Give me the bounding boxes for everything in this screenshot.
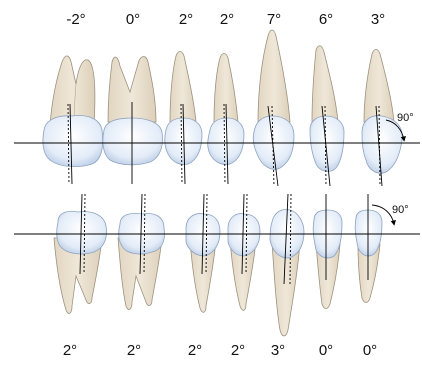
lower-canine-axis-dashed — [289, 193, 292, 285]
lower-premolar-1-root — [189, 239, 217, 313]
lower-reference-angle: 90° — [392, 204, 409, 216]
lower-molar-2 — [117, 193, 165, 310]
lower-angle-label: 0° — [362, 342, 378, 359]
upper-angle-label: 7° — [266, 11, 282, 28]
upper-angle-label: 2° — [219, 11, 235, 28]
upper-molar-1-axis-dashed — [67, 103, 70, 185]
lower-angle-label: 2° — [126, 342, 142, 359]
upper-central-incisor-axis-solid — [375, 105, 383, 187]
upper-lateral-incisor-axis-dashed — [324, 105, 327, 187]
lower-lateral-incisor-root — [315, 243, 341, 309]
upper-premolar-2 — [207, 53, 245, 185]
upper-lateral-incisor-axis-solid — [321, 105, 331, 187]
upper-molar-1-crown — [42, 115, 104, 168]
lower-central-incisor-root — [357, 243, 381, 303]
lower-canine — [269, 193, 305, 337]
upper-premolar-2-root — [213, 53, 239, 123]
lower-molar-1-crown — [56, 210, 107, 255]
upper-angle-label: 0° — [125, 11, 141, 28]
lower-premolar-2 — [227, 193, 261, 311]
lower-angle-label: 2° — [187, 342, 203, 359]
upper-molar-1-root — [49, 55, 96, 126]
upper-angle-label: -2° — [66, 11, 86, 28]
upper-premolar-2-axis-solid — [225, 103, 229, 185]
lower-90-degree-arrow — [371, 204, 396, 226]
upper-lateral-incisor — [309, 45, 345, 187]
lower-angle-label: 3° — [270, 342, 286, 359]
upper-90-degree-arrow — [385, 119, 406, 142]
lower-canine-axis-solid — [283, 193, 289, 285]
upper-lateral-incisor-crown — [309, 115, 345, 172]
upper-central-incisor — [361, 49, 406, 187]
upper-angle-label: 6° — [318, 11, 334, 28]
lower-angle-label: 2° — [62, 342, 78, 359]
upper-premolar-2-crown — [207, 117, 245, 165]
upper-premolar-1-crown — [164, 117, 203, 165]
upper-lateral-incisor-root — [311, 45, 339, 123]
upper-molar-2-crown — [102, 117, 163, 166]
upper-angle-label: 3° — [370, 11, 386, 28]
upper-angle-label: 2° — [178, 11, 194, 28]
lower-central-incisor-crown — [354, 209, 383, 257]
upper-premolar-2-axis-dashed — [223, 103, 226, 185]
upper-premolar-1 — [164, 51, 203, 185]
upper-central-incisor-root — [363, 49, 395, 123]
lower-lateral-incisor — [312, 194, 343, 309]
upper-molar-1-axis-solid — [69, 103, 73, 185]
lower-molar-1 — [53, 193, 107, 314]
lower-premolar-1 — [185, 193, 221, 313]
upper-premolar-1-axis-solid — [182, 103, 186, 185]
lower-angle-label: 0° — [318, 342, 334, 359]
lower-premolar-2-crown — [227, 213, 261, 257]
upper-molar-2 — [102, 56, 163, 184]
upper-central-incisor-axis-dashed — [378, 105, 381, 187]
lower-premolar-2-root — [229, 239, 257, 311]
upper-reference-angle: 90° — [397, 112, 414, 124]
upper-molar-1 — [42, 55, 104, 185]
upper-canine-axis-dashed — [271, 105, 275, 187]
upper-premolar-1-axis-dashed — [180, 103, 183, 185]
upper-premolar-1-root — [169, 51, 197, 123]
upper-canine-root — [257, 29, 291, 123]
lower-canine-root — [271, 241, 301, 337]
lower-molar-1-root — [53, 237, 103, 314]
upper-molar-2-root — [107, 56, 157, 123]
lower-central-incisor — [354, 194, 396, 303]
upper-canine — [252, 29, 295, 187]
lower-angle-label: 2° — [230, 342, 246, 359]
upper-central-incisor-crown — [361, 115, 403, 174]
